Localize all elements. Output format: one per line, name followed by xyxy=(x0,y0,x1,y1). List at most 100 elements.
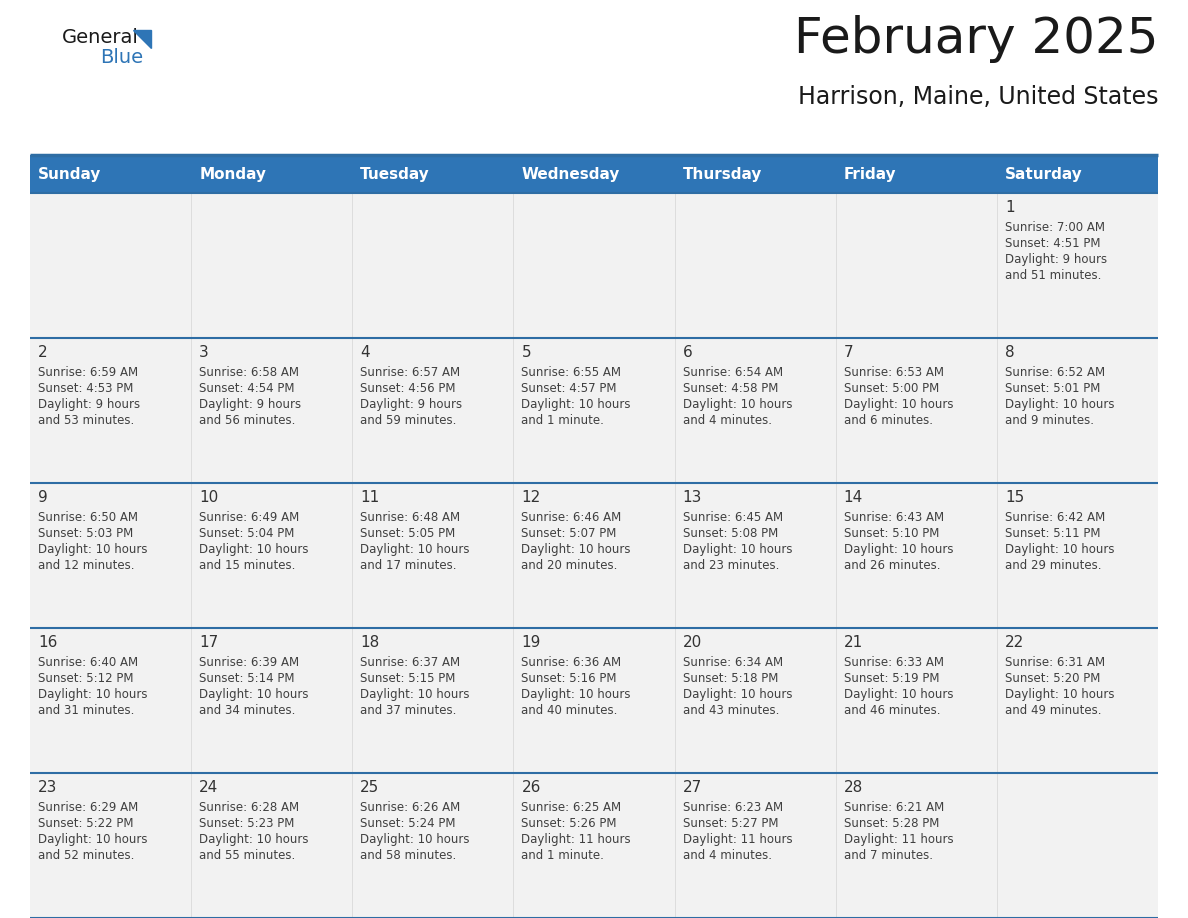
Text: Sunrise: 6:54 AM: Sunrise: 6:54 AM xyxy=(683,366,783,379)
Text: Daylight: 10 hours: Daylight: 10 hours xyxy=(200,543,309,556)
Text: 8: 8 xyxy=(1005,345,1015,360)
Text: and 49 minutes.: and 49 minutes. xyxy=(1005,704,1101,717)
Polygon shape xyxy=(133,30,151,48)
Text: Sunset: 5:27 PM: Sunset: 5:27 PM xyxy=(683,817,778,830)
Text: 27: 27 xyxy=(683,780,702,795)
Text: Daylight: 10 hours: Daylight: 10 hours xyxy=(522,543,631,556)
Text: Monday: Monday xyxy=(200,166,266,182)
Text: Sunrise: 6:21 AM: Sunrise: 6:21 AM xyxy=(843,801,944,814)
Text: Sunset: 4:53 PM: Sunset: 4:53 PM xyxy=(38,382,133,395)
Text: and 59 minutes.: and 59 minutes. xyxy=(360,414,456,427)
Text: 4: 4 xyxy=(360,345,369,360)
Text: 21: 21 xyxy=(843,635,862,650)
Text: Sunset: 5:16 PM: Sunset: 5:16 PM xyxy=(522,672,617,685)
Bar xyxy=(30,773,1158,918)
Text: Sunrise: 6:43 AM: Sunrise: 6:43 AM xyxy=(843,511,944,524)
Text: Sunset: 4:58 PM: Sunset: 4:58 PM xyxy=(683,382,778,395)
Text: 28: 28 xyxy=(843,780,862,795)
Text: and 9 minutes.: and 9 minutes. xyxy=(1005,414,1094,427)
Text: Sunset: 5:11 PM: Sunset: 5:11 PM xyxy=(1005,527,1100,540)
Text: Sunset: 5:23 PM: Sunset: 5:23 PM xyxy=(200,817,295,830)
Text: and 29 minutes.: and 29 minutes. xyxy=(1005,559,1101,572)
Text: Daylight: 10 hours: Daylight: 10 hours xyxy=(522,398,631,411)
Text: Sunrise: 7:00 AM: Sunrise: 7:00 AM xyxy=(1005,221,1105,234)
Text: Daylight: 10 hours: Daylight: 10 hours xyxy=(38,833,147,846)
Text: 16: 16 xyxy=(38,635,57,650)
Text: Daylight: 10 hours: Daylight: 10 hours xyxy=(683,688,792,701)
Text: Daylight: 9 hours: Daylight: 9 hours xyxy=(360,398,462,411)
Text: Sunrise: 6:58 AM: Sunrise: 6:58 AM xyxy=(200,366,299,379)
Text: 2: 2 xyxy=(38,345,48,360)
Text: Sunrise: 6:36 AM: Sunrise: 6:36 AM xyxy=(522,656,621,669)
Text: and 40 minutes.: and 40 minutes. xyxy=(522,704,618,717)
Text: 12: 12 xyxy=(522,490,541,505)
Text: Sunset: 5:03 PM: Sunset: 5:03 PM xyxy=(38,527,133,540)
Text: Sunrise: 6:34 AM: Sunrise: 6:34 AM xyxy=(683,656,783,669)
Text: Daylight: 10 hours: Daylight: 10 hours xyxy=(38,543,147,556)
Text: and 17 minutes.: and 17 minutes. xyxy=(360,559,457,572)
Text: Sunrise: 6:59 AM: Sunrise: 6:59 AM xyxy=(38,366,138,379)
Text: Wednesday: Wednesday xyxy=(522,166,620,182)
Text: and 6 minutes.: and 6 minutes. xyxy=(843,414,933,427)
Text: Sunrise: 6:39 AM: Sunrise: 6:39 AM xyxy=(200,656,299,669)
Text: Daylight: 10 hours: Daylight: 10 hours xyxy=(360,688,469,701)
Text: Saturday: Saturday xyxy=(1005,166,1082,182)
Text: Sunset: 5:24 PM: Sunset: 5:24 PM xyxy=(360,817,456,830)
Text: Friday: Friday xyxy=(843,166,897,182)
Text: Sunset: 5:00 PM: Sunset: 5:00 PM xyxy=(843,382,939,395)
Text: and 1 minute.: and 1 minute. xyxy=(522,414,605,427)
Text: Sunset: 5:28 PM: Sunset: 5:28 PM xyxy=(843,817,940,830)
Text: and 15 minutes.: and 15 minutes. xyxy=(200,559,296,572)
Bar xyxy=(30,483,1158,628)
Text: Sunrise: 6:48 AM: Sunrise: 6:48 AM xyxy=(360,511,461,524)
Text: 13: 13 xyxy=(683,490,702,505)
Text: Sunset: 5:19 PM: Sunset: 5:19 PM xyxy=(843,672,940,685)
Text: Daylight: 10 hours: Daylight: 10 hours xyxy=(1005,688,1114,701)
Text: and 43 minutes.: and 43 minutes. xyxy=(683,704,779,717)
Text: 24: 24 xyxy=(200,780,219,795)
Text: Daylight: 10 hours: Daylight: 10 hours xyxy=(683,543,792,556)
Text: Daylight: 9 hours: Daylight: 9 hours xyxy=(38,398,140,411)
Text: Sunrise: 6:42 AM: Sunrise: 6:42 AM xyxy=(1005,511,1105,524)
Text: Sunrise: 6:49 AM: Sunrise: 6:49 AM xyxy=(200,511,299,524)
Text: Daylight: 9 hours: Daylight: 9 hours xyxy=(1005,253,1107,266)
Text: and 1 minute.: and 1 minute. xyxy=(522,849,605,862)
Text: Sunset: 5:18 PM: Sunset: 5:18 PM xyxy=(683,672,778,685)
Text: Tuesday: Tuesday xyxy=(360,166,430,182)
Text: and 55 minutes.: and 55 minutes. xyxy=(200,849,296,862)
Text: 26: 26 xyxy=(522,780,541,795)
Text: Sunset: 4:56 PM: Sunset: 4:56 PM xyxy=(360,382,456,395)
Bar xyxy=(675,155,835,193)
Text: Sunrise: 6:28 AM: Sunrise: 6:28 AM xyxy=(200,801,299,814)
Text: and 53 minutes.: and 53 minutes. xyxy=(38,414,134,427)
Text: Sunrise: 6:33 AM: Sunrise: 6:33 AM xyxy=(843,656,943,669)
Text: Sunday: Sunday xyxy=(38,166,101,182)
Text: and 4 minutes.: and 4 minutes. xyxy=(683,849,772,862)
Bar xyxy=(191,155,353,193)
Bar xyxy=(30,338,1158,483)
Text: and 56 minutes.: and 56 minutes. xyxy=(200,414,296,427)
Text: Daylight: 10 hours: Daylight: 10 hours xyxy=(200,833,309,846)
Text: 18: 18 xyxy=(360,635,380,650)
Text: Daylight: 10 hours: Daylight: 10 hours xyxy=(1005,398,1114,411)
Text: and 20 minutes.: and 20 minutes. xyxy=(522,559,618,572)
Text: Daylight: 10 hours: Daylight: 10 hours xyxy=(360,833,469,846)
Text: Sunrise: 6:55 AM: Sunrise: 6:55 AM xyxy=(522,366,621,379)
Text: Sunset: 5:15 PM: Sunset: 5:15 PM xyxy=(360,672,456,685)
Text: 17: 17 xyxy=(200,635,219,650)
Text: and 34 minutes.: and 34 minutes. xyxy=(200,704,296,717)
Bar xyxy=(353,155,513,193)
Text: Daylight: 11 hours: Daylight: 11 hours xyxy=(843,833,954,846)
Text: 7: 7 xyxy=(843,345,853,360)
Text: 9: 9 xyxy=(38,490,48,505)
Text: 14: 14 xyxy=(843,490,862,505)
Text: Sunrise: 6:25 AM: Sunrise: 6:25 AM xyxy=(522,801,621,814)
Text: Daylight: 10 hours: Daylight: 10 hours xyxy=(843,688,953,701)
Text: Daylight: 10 hours: Daylight: 10 hours xyxy=(522,688,631,701)
Text: and 4 minutes.: and 4 minutes. xyxy=(683,414,772,427)
Text: Sunrise: 6:45 AM: Sunrise: 6:45 AM xyxy=(683,511,783,524)
Text: February 2025: February 2025 xyxy=(794,15,1158,63)
Text: 15: 15 xyxy=(1005,490,1024,505)
Text: and 12 minutes.: and 12 minutes. xyxy=(38,559,134,572)
Text: Sunrise: 6:46 AM: Sunrise: 6:46 AM xyxy=(522,511,621,524)
